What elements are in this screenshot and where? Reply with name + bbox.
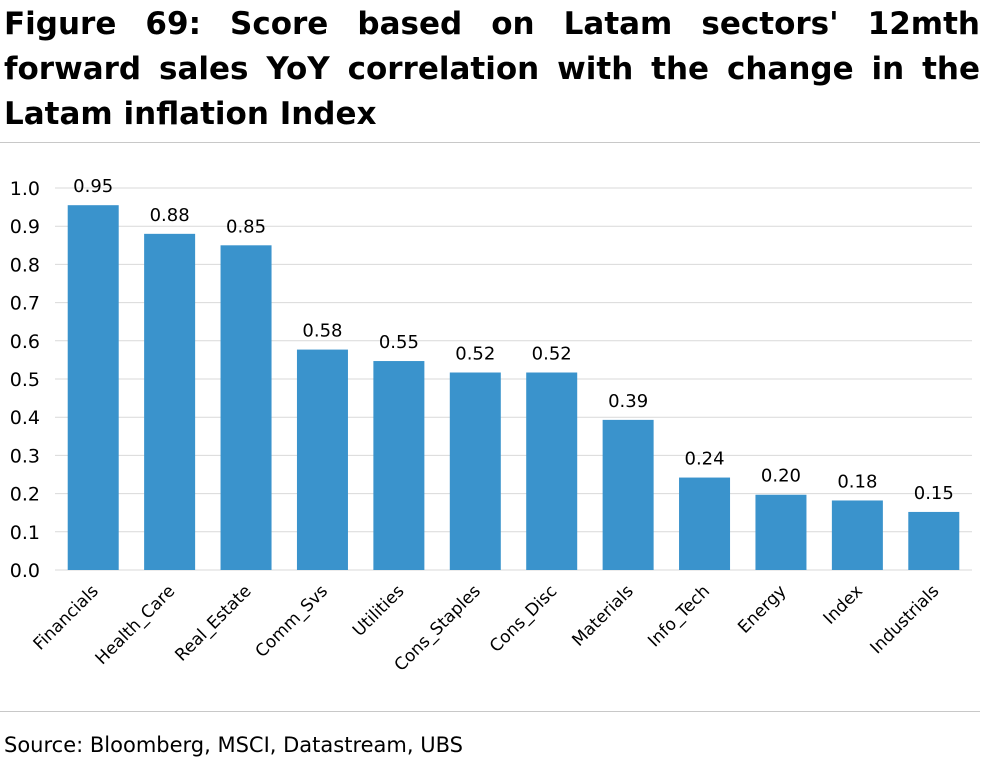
x-tick-label: Cons_Disc xyxy=(486,581,561,656)
bar-cons-disc xyxy=(526,372,578,570)
y-tick-label: 0.5 xyxy=(10,369,40,391)
bar-comm-svs xyxy=(296,349,348,570)
bottom-divider xyxy=(0,711,980,712)
y-tick-label: 0.3 xyxy=(10,445,40,467)
data-label: 0.52 xyxy=(455,344,495,365)
x-tick-label: Materials xyxy=(568,581,637,650)
x-tick-label: Comm_Svs xyxy=(252,581,332,661)
data-label: 0.15 xyxy=(914,483,954,504)
data-label: 0.24 xyxy=(685,449,725,470)
y-tick-label: 0.6 xyxy=(10,331,40,353)
bar-chart: 0.00.10.20.30.40.50.60.70.80.91.0 0.950.… xyxy=(10,176,972,676)
bar-info-tech xyxy=(679,477,731,570)
y-axis-ticks: 0.0 0.1 0.2 0.3 0.4 0.5 0.6 0.7 0.8 0.9 1.0 xyxy=(10,178,40,582)
bar-health-care xyxy=(144,233,196,570)
bar-financials xyxy=(67,205,119,570)
data-label: 0.55 xyxy=(379,332,419,353)
x-tick-label: Health_Care xyxy=(92,581,179,668)
y-tick-label: 0.1 xyxy=(10,522,40,544)
data-label: 0.18 xyxy=(837,471,877,492)
y-tick-label: 1.0 xyxy=(10,178,40,200)
x-tick-label: Real_Estate xyxy=(171,581,255,665)
bar-utilities xyxy=(373,361,425,570)
data-label: 0.95 xyxy=(73,176,113,197)
bar-index xyxy=(831,500,883,570)
data-label: 0.88 xyxy=(150,205,190,226)
bars xyxy=(67,205,960,571)
y-tick-label: 0.0 xyxy=(10,560,40,582)
gridlines xyxy=(55,187,972,571)
data-label: 0.39 xyxy=(608,391,648,412)
x-tick-label: Financials xyxy=(30,581,103,654)
x-axis-ticks: FinancialsHealth_CareReal_EstateComm_Svs… xyxy=(30,581,944,675)
bar-energy xyxy=(755,494,807,570)
x-tick-label: Index xyxy=(820,581,867,628)
x-tick-label: Utilities xyxy=(349,581,408,640)
y-tick-label: 0.2 xyxy=(10,484,40,506)
chart-title: Figure 69: Score based on Latam sectors'… xyxy=(4,6,980,132)
data-label: 0.85 xyxy=(226,216,266,237)
x-tick-label: Industrials xyxy=(867,581,944,658)
data-label: 0.58 xyxy=(302,321,342,342)
x-tick-label: Info_Tech xyxy=(644,581,714,651)
source-note: Source: Bloomberg, MSCI, Datastream, UBS xyxy=(4,733,463,757)
bar-industrials xyxy=(908,511,960,570)
top-divider xyxy=(0,142,980,143)
y-tick-label: 0.7 xyxy=(10,293,40,315)
x-tick-label: Energy xyxy=(734,581,790,637)
bar-materials xyxy=(602,419,654,570)
bar-real-estate xyxy=(220,245,272,571)
y-tick-label: 0.4 xyxy=(10,407,40,429)
y-tick-label: 0.8 xyxy=(10,254,40,276)
y-tick-label: 0.9 xyxy=(10,216,40,238)
data-label: 0.52 xyxy=(532,344,572,365)
bar-cons-staples xyxy=(449,372,501,570)
data-labels: 0.95 0.88 0.85 0.58 0.55 0.52 0.52 0.39 0.24 0.20… xyxy=(73,176,954,504)
data-label: 0.20 xyxy=(761,466,801,487)
